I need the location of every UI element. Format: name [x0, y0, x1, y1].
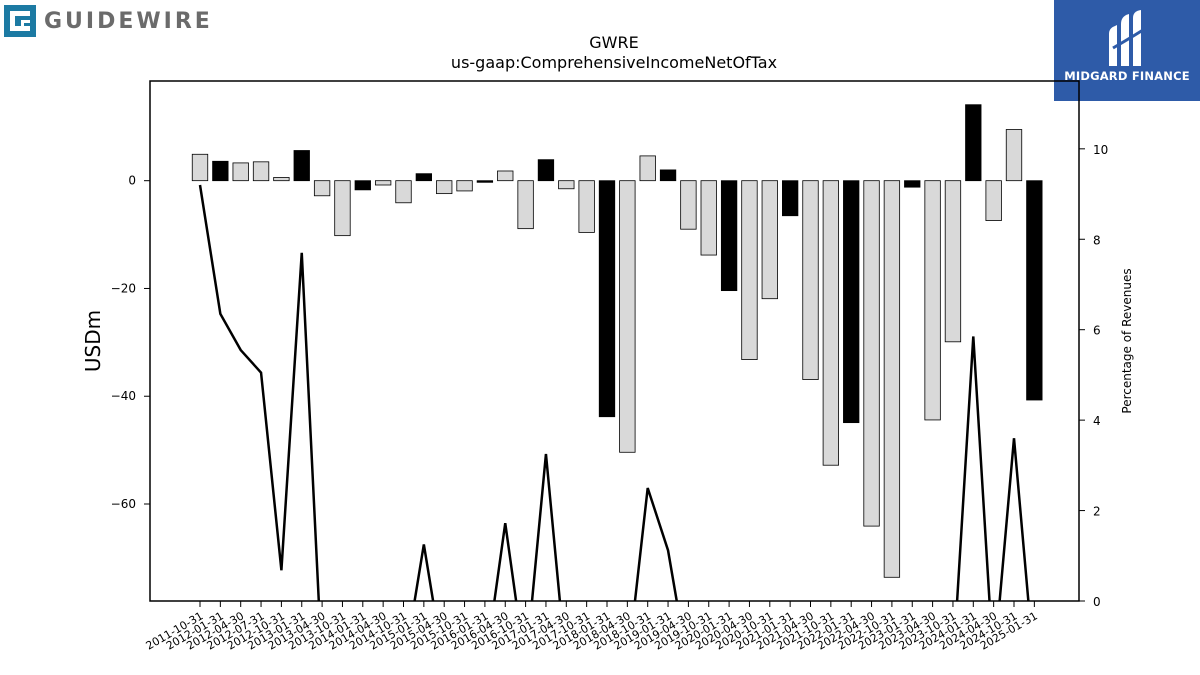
bar-2016-04-30 — [497, 170, 514, 182]
bar-2013-04-30 — [313, 180, 331, 197]
bar-2022-10-31 — [883, 180, 901, 578]
y-tick-label: −60 — [111, 497, 136, 511]
bar-2021-10-31 — [822, 180, 839, 466]
y-axis-label: USDm — [81, 310, 105, 372]
bar-2013-10-31 — [334, 180, 351, 237]
bar-2025-01-31 — [1026, 180, 1043, 401]
y-tick-label: −20 — [111, 281, 136, 295]
y-axis: 0 −20 −40 −60 — [111, 174, 150, 511]
midgard-finance-wordmark: MIDGARD FINANCE — [1064, 69, 1190, 83]
bar-2015-01-31 — [415, 173, 433, 182]
bar-2022-04-30 — [863, 180, 880, 527]
bar-2018-01-31 — [598, 180, 616, 418]
bar-2021-04-30 — [802, 180, 819, 380]
y2-tick-label: 10 — [1093, 143, 1108, 157]
y2-tick-label: 2 — [1093, 505, 1101, 519]
bar-2015-10-31 — [456, 180, 473, 192]
bar-2012-07-31 — [252, 161, 270, 182]
x-axis: 2011-10-312012-01-312012-04-302012-07-31… — [144, 601, 1040, 653]
bar-2022-01-31 — [843, 180, 860, 424]
bar-2017-01-31 — [537, 159, 555, 182]
bar-2013-01-31 — [293, 150, 310, 182]
bar-2020-01-31 — [720, 180, 738, 292]
bar-2012-01-31 — [212, 160, 229, 182]
bar-2015-04-30 — [436, 180, 453, 195]
y2-tick-label: 4 — [1093, 414, 1101, 428]
bar-2012-04-30 — [232, 162, 249, 182]
y-tick-label: 0 — [128, 174, 136, 188]
y2-axis: 0 2 4 6 8 10 — [1079, 143, 1108, 609]
bar-2012-10-31 — [273, 177, 290, 182]
percentage-of-revenues-line — [198, 184, 1030, 601]
line-group — [198, 184, 1030, 601]
chart-subtitle: us-gaap:ComprehensiveIncomeNetOfTax — [451, 53, 777, 72]
bar-2019-01-31 — [659, 169, 677, 182]
bar-2011-10-31 — [191, 153, 209, 182]
bar-2017-04-30 — [558, 180, 575, 190]
bars-group — [191, 104, 1043, 578]
bar-2023-04-30 — [924, 180, 941, 421]
bar-2014-01-31 — [354, 180, 371, 191]
y2-tick-label: 0 — [1093, 595, 1101, 609]
bar-2020-10-31 — [761, 180, 778, 300]
bar-2021-01-31 — [782, 180, 799, 217]
bar-2024-01-31 — [965, 104, 982, 182]
plot-frame — [149, 80, 1080, 602]
bar-2024-10-31 — [1005, 129, 1023, 182]
bar-2023-01-31 — [904, 180, 921, 188]
chart-title: GWRE — [589, 33, 638, 52]
y2-tick-label: 6 — [1093, 324, 1101, 338]
bar-2017-10-31 — [578, 180, 595, 233]
bar-2018-10-31 — [639, 155, 656, 182]
bar-2020-04-30 — [741, 180, 758, 360]
guidewire-logo: GUIDEWIRE — [4, 4, 213, 38]
bar-2024-04-30 — [985, 180, 1002, 221]
bar-2019-10-31 — [700, 180, 717, 256]
guidewire-wordmark: GUIDEWIRE — [44, 8, 213, 34]
bar-2014-04-30 — [374, 180, 392, 186]
y-tick-label: −40 — [111, 389, 136, 403]
bar-2014-10-31 — [395, 180, 412, 204]
y2-tick-label: 8 — [1093, 233, 1101, 247]
guidewire-g-icon — [4, 5, 36, 37]
bar-2023-10-31 — [944, 180, 962, 343]
y2-axis-label: Percentage of Revenues — [1120, 268, 1134, 413]
bar-2018-04-30 — [619, 180, 636, 453]
bar-2016-10-31 — [517, 180, 534, 230]
bar-2019-04-30 — [680, 180, 697, 230]
midgard-m-icon — [1109, 10, 1144, 66]
bar-2016-01-31 — [476, 180, 494, 183]
